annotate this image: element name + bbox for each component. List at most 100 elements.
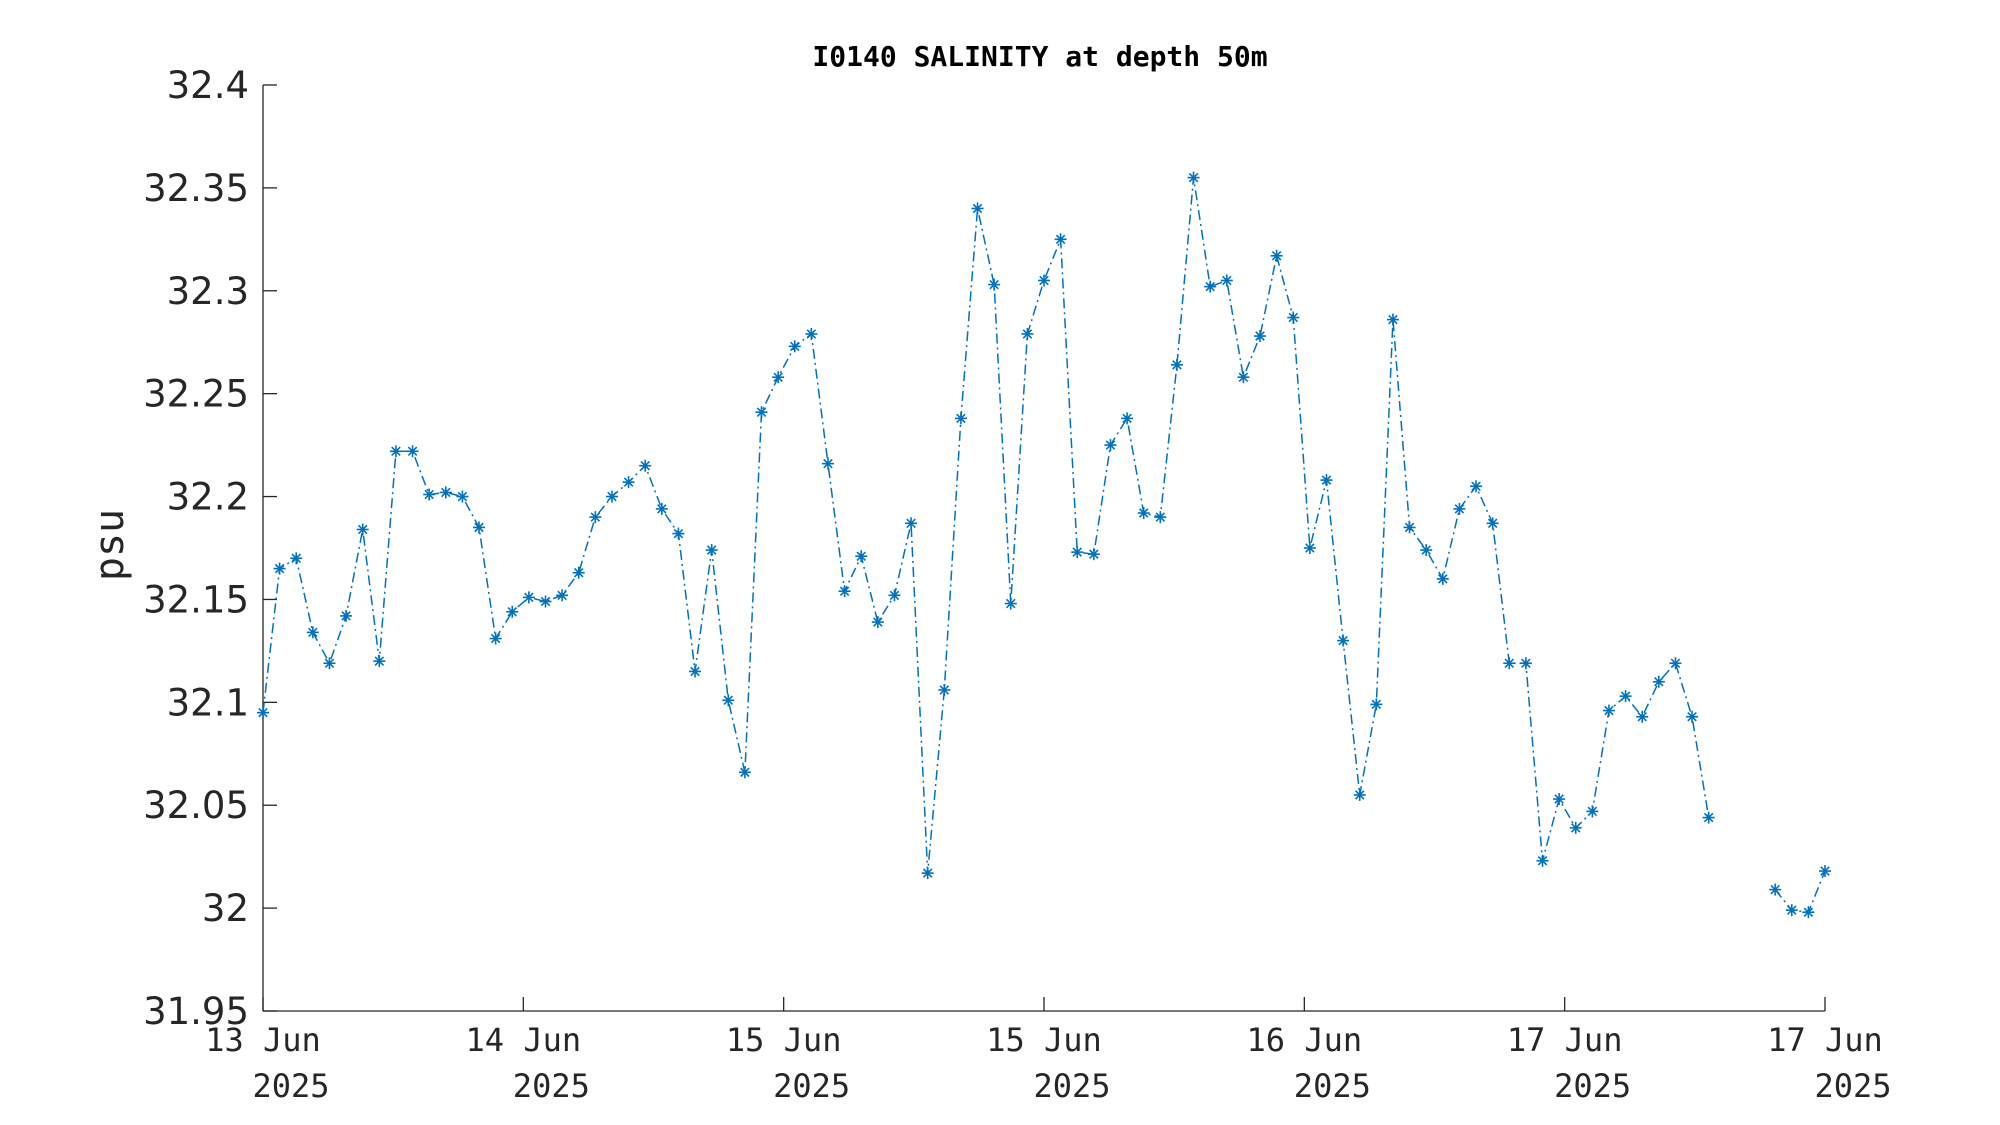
data-point bbox=[1536, 854, 1549, 867]
y-ticks: 31.95 32 32.05 32.1 32.15 32.2 32.25 32.3 32.35 3… bbox=[143, 64, 277, 1033]
data-point bbox=[672, 527, 685, 540]
y-tick-label: 32.3 bbox=[167, 270, 249, 313]
data-point bbox=[473, 521, 486, 534]
data-point bbox=[423, 488, 436, 501]
y-tick-label: 32.15 bbox=[143, 578, 249, 621]
data-point bbox=[1819, 865, 1831, 878]
y-tick-label: 32 bbox=[202, 887, 249, 930]
data-point bbox=[1503, 657, 1516, 670]
data-point bbox=[1170, 358, 1183, 371]
data-point bbox=[1204, 280, 1217, 293]
data-point bbox=[954, 412, 967, 425]
data-point bbox=[1785, 904, 1798, 917]
data-point bbox=[290, 552, 303, 565]
data-point bbox=[1486, 517, 1499, 530]
data-point bbox=[1087, 548, 1100, 561]
data-point bbox=[755, 406, 768, 419]
data-point bbox=[788, 340, 801, 353]
y-tick-label: 31.95 bbox=[143, 990, 249, 1033]
data-point bbox=[406, 445, 419, 458]
x-tick-label-date: 17 Jun bbox=[1767, 1021, 1883, 1059]
data-point bbox=[1071, 546, 1084, 559]
data-point bbox=[1586, 805, 1599, 818]
data-point bbox=[572, 566, 585, 579]
data-point bbox=[1254, 330, 1267, 343]
chart-title: I0140 SALINITY at depth 50m bbox=[812, 40, 1267, 73]
data-point bbox=[1121, 412, 1134, 425]
data-point bbox=[1220, 274, 1233, 287]
data-point bbox=[1453, 502, 1466, 515]
data-point bbox=[705, 544, 718, 557]
data-point bbox=[1602, 704, 1615, 717]
data-point bbox=[738, 766, 751, 779]
data-point bbox=[1669, 657, 1682, 670]
data-point bbox=[1187, 171, 1200, 184]
x-tick-label-date: 15 Jun bbox=[726, 1021, 842, 1059]
y-tick-label: 32.1 bbox=[167, 681, 249, 724]
data-point bbox=[1636, 710, 1649, 723]
data-point bbox=[1553, 793, 1566, 806]
data-point bbox=[273, 562, 286, 575]
data-point bbox=[1303, 542, 1316, 554]
data-point bbox=[556, 589, 569, 602]
data-point bbox=[1702, 811, 1715, 824]
data-point bbox=[489, 632, 502, 645]
data-point bbox=[938, 683, 951, 696]
data-point bbox=[1769, 883, 1782, 896]
data-point bbox=[389, 445, 402, 458]
x-tick-label-year: 2025 bbox=[1033, 1067, 1110, 1105]
data-point bbox=[1237, 371, 1250, 384]
data-point bbox=[1619, 690, 1632, 703]
y-tick-label: 32.05 bbox=[143, 784, 249, 827]
data-point bbox=[1054, 233, 1067, 246]
data-point bbox=[1353, 788, 1366, 801]
data-point bbox=[1569, 821, 1582, 834]
data-point bbox=[539, 595, 552, 608]
data-point bbox=[1021, 327, 1034, 340]
data-point bbox=[1370, 698, 1383, 711]
x-tick-label-date: 14 Jun bbox=[466, 1021, 582, 1059]
data-point bbox=[722, 694, 735, 707]
axes bbox=[262, 85, 1825, 1012]
x-tick-label-year: 2025 bbox=[1814, 1067, 1891, 1105]
data-point bbox=[1420, 544, 1433, 557]
data-point bbox=[988, 278, 1001, 291]
data-point bbox=[323, 657, 336, 670]
y-tick-label: 32.2 bbox=[167, 476, 249, 519]
data-point bbox=[257, 706, 269, 719]
x-tick-label-year: 2025 bbox=[513, 1067, 590, 1105]
x-tick-label-year: 2025 bbox=[1554, 1067, 1631, 1105]
data-point bbox=[373, 655, 386, 668]
data-point bbox=[1320, 474, 1333, 487]
data-point bbox=[871, 616, 884, 629]
data-point bbox=[805, 327, 818, 340]
x-tick-label-date: 13 Jun bbox=[205, 1021, 321, 1059]
data-point bbox=[921, 867, 934, 880]
y-tick-label: 32.35 bbox=[143, 167, 249, 210]
data-point bbox=[1287, 311, 1300, 324]
data-point bbox=[605, 490, 618, 503]
y-axis-label: psu bbox=[87, 509, 133, 581]
data-point bbox=[340, 609, 353, 622]
data-point bbox=[522, 591, 535, 604]
data-point bbox=[1652, 675, 1665, 688]
data-point bbox=[1436, 572, 1449, 585]
y-tick-label: 32.4 bbox=[167, 64, 249, 107]
data-point bbox=[506, 605, 519, 618]
x-tick-label-year: 2025 bbox=[773, 1067, 850, 1105]
data-point bbox=[905, 517, 918, 530]
data-point bbox=[306, 626, 319, 639]
data-point bbox=[838, 585, 851, 598]
data-point bbox=[622, 476, 635, 489]
data-point bbox=[855, 550, 868, 563]
data-point bbox=[1386, 313, 1399, 326]
data-point bbox=[1337, 634, 1350, 647]
data-point bbox=[1104, 439, 1117, 452]
data-point bbox=[1154, 511, 1167, 524]
data-point bbox=[971, 202, 984, 215]
data-point bbox=[456, 490, 469, 503]
x-tick-label-year: 2025 bbox=[252, 1067, 329, 1105]
data-point bbox=[689, 665, 702, 678]
x-tick-label-date: 16 Jun bbox=[1247, 1021, 1363, 1059]
